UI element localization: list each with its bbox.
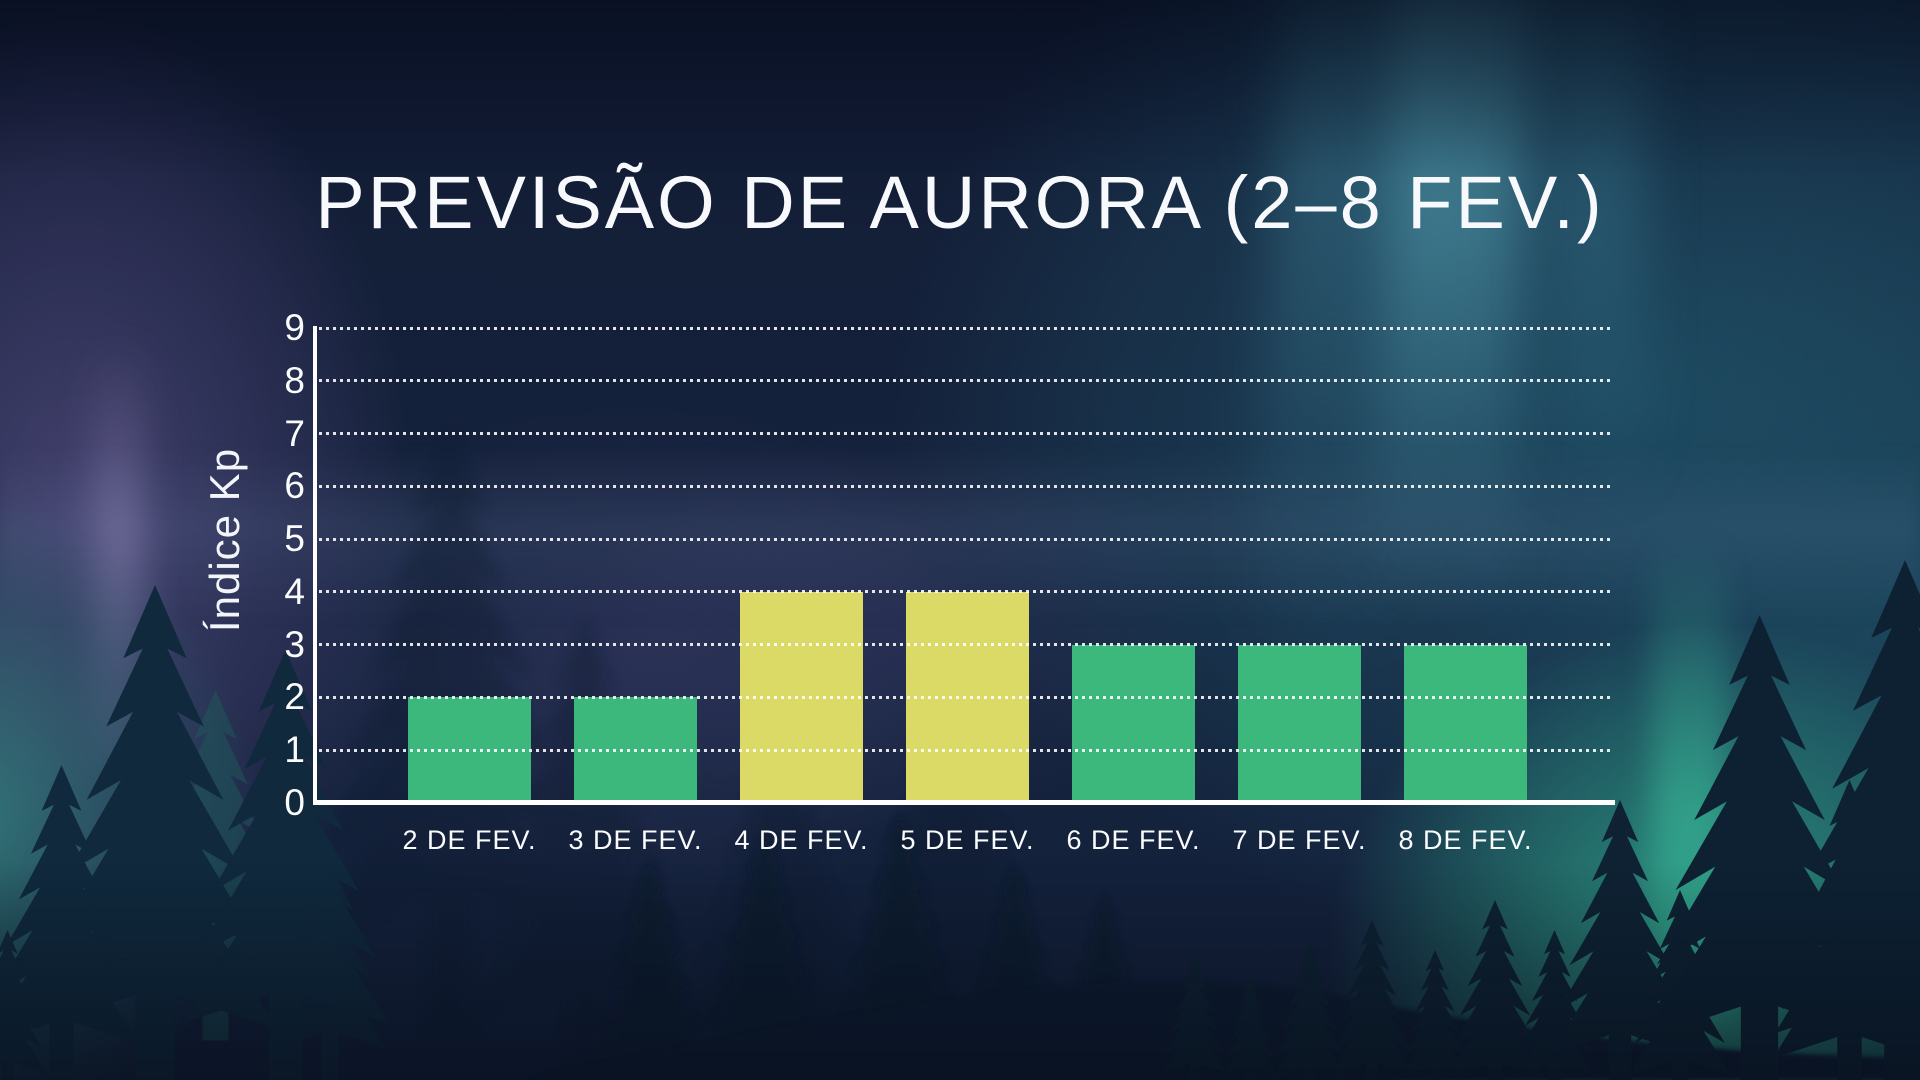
- gridline-y1: [319, 748, 1614, 752]
- y-tick-label: 7: [284, 412, 305, 454]
- bar-8-de-fev-: [1404, 644, 1527, 803]
- y-tick-label: 9: [284, 307, 305, 348]
- gridline-y6: [319, 484, 1614, 488]
- gridline-y8: [319, 379, 1614, 383]
- x-axis-line: [313, 800, 1615, 805]
- bar-7-de-fev-: [1238, 644, 1361, 803]
- y-tick-label: 6: [284, 465, 305, 507]
- y-tick-label: 1: [284, 729, 305, 771]
- gridline-y2: [319, 695, 1614, 699]
- y-tick-label: 5: [284, 518, 305, 560]
- chart-title: PREVISÃO DE AURORA (2–8 FEV.): [315, 161, 1605, 244]
- gridline-y4: [319, 590, 1614, 594]
- y-axis-line: [313, 326, 317, 805]
- y-tick-label: 4: [284, 570, 305, 612]
- y-tick-label: 0: [284, 782, 305, 823]
- bar-6-de-fev-: [1072, 644, 1195, 803]
- gridline-y9: [319, 326, 1614, 330]
- gridline-y5: [319, 537, 1614, 541]
- gridline-y3: [319, 643, 1614, 647]
- x-tick-label: 8 DE FEV.: [1398, 825, 1533, 855]
- y-tick-label: 3: [284, 623, 305, 665]
- y-tick-label: 2: [284, 676, 305, 718]
- y-tick-label: 8: [284, 359, 305, 401]
- gridline-y7: [319, 432, 1614, 436]
